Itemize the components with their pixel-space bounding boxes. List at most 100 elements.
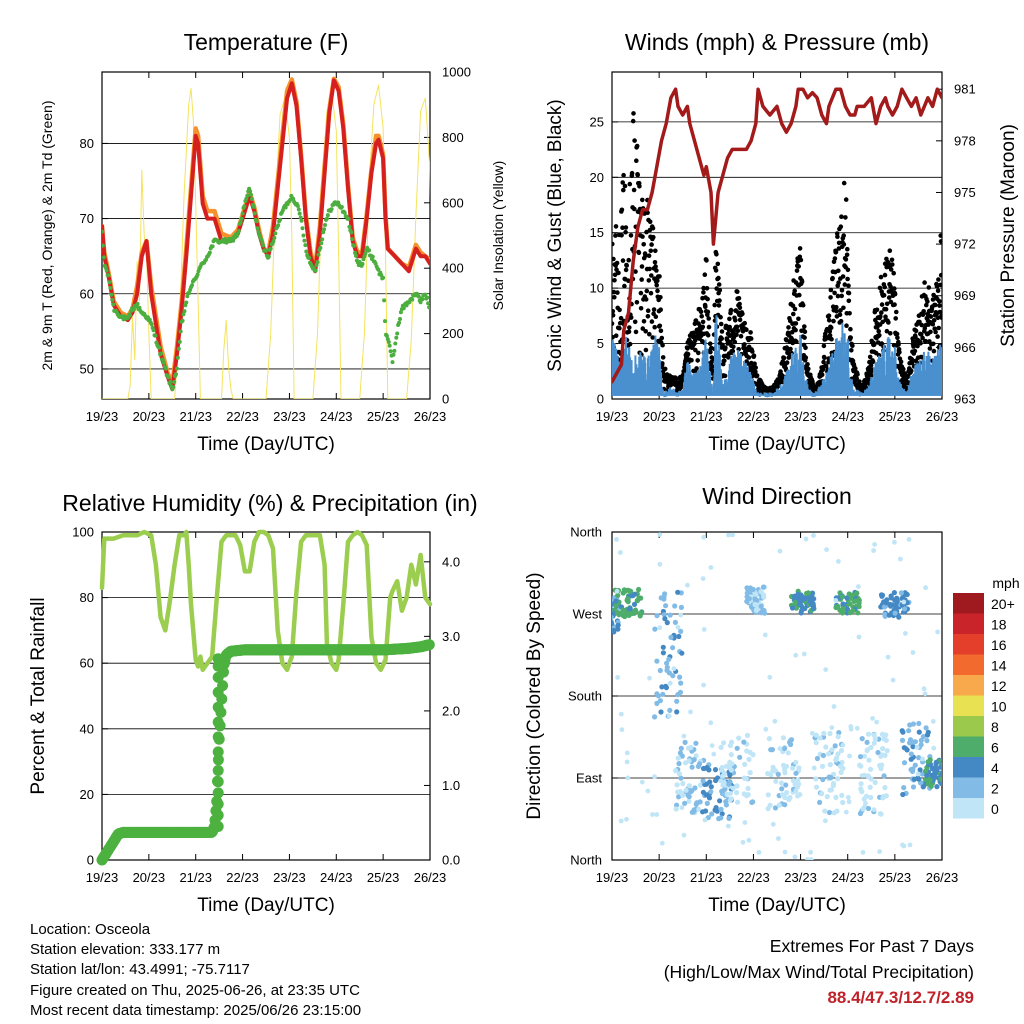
direction-point bbox=[898, 590, 904, 596]
gust-point bbox=[827, 333, 833, 338]
legend-label: 8 bbox=[991, 719, 999, 735]
direction-point bbox=[603, 617, 608, 622]
direction-point bbox=[657, 561, 663, 567]
direction-point bbox=[689, 764, 695, 770]
gust-point bbox=[884, 264, 889, 270]
direction-point bbox=[678, 775, 684, 781]
y2-tick-label: 1.0 bbox=[442, 778, 460, 793]
gust-point bbox=[717, 287, 723, 293]
gust-point bbox=[848, 335, 853, 341]
gust-point bbox=[888, 331, 893, 336]
direction-point bbox=[892, 539, 897, 545]
direction-point bbox=[603, 623, 608, 628]
gust-point bbox=[649, 319, 655, 324]
direction-point bbox=[932, 769, 938, 775]
gust-point bbox=[879, 310, 884, 315]
dewpoint-point bbox=[190, 283, 194, 288]
dewpoint-point bbox=[386, 340, 391, 344]
dewpoint-point bbox=[382, 298, 387, 303]
direction-point bbox=[881, 604, 888, 610]
direction-point bbox=[712, 807, 718, 813]
direction-point bbox=[605, 607, 610, 612]
direction-point bbox=[846, 591, 852, 597]
gust-point bbox=[658, 295, 663, 300]
direction-point bbox=[888, 593, 894, 599]
dewpoint-point bbox=[254, 219, 259, 224]
gust-point bbox=[643, 297, 649, 302]
direction-point bbox=[877, 849, 882, 854]
gust-point bbox=[841, 305, 846, 311]
direction-point bbox=[686, 798, 692, 804]
direction-point bbox=[840, 799, 846, 806]
direction-point bbox=[916, 755, 922, 761]
y2-tick-label: 981 bbox=[954, 82, 976, 97]
gust-point bbox=[937, 309, 942, 315]
extremes-box: Extremes For Past 7 Days (High/Low/Max W… bbox=[664, 933, 974, 1011]
direction-point bbox=[908, 756, 914, 762]
gust-point bbox=[886, 320, 891, 325]
direction-point bbox=[663, 603, 669, 609]
gust-point bbox=[643, 329, 648, 334]
dewpoint-point bbox=[387, 343, 392, 348]
direction-point bbox=[704, 800, 710, 807]
direction-point bbox=[838, 747, 845, 754]
direction-point bbox=[793, 770, 799, 776]
gust-point bbox=[846, 298, 852, 304]
direction-point bbox=[616, 612, 622, 618]
direction-point bbox=[746, 756, 752, 763]
direction-point bbox=[696, 806, 701, 812]
direction-point bbox=[603, 596, 608, 601]
direction-point bbox=[697, 761, 703, 767]
precip-point bbox=[212, 754, 224, 766]
direction-point bbox=[827, 730, 833, 737]
direction-point bbox=[848, 726, 854, 732]
recent-text: Most recent data timestamp: 2025/06/26 2… bbox=[30, 1001, 362, 1019]
dewpoint-point bbox=[131, 307, 136, 312]
gust-point bbox=[837, 312, 843, 318]
direction-point bbox=[652, 714, 658, 720]
gust-point bbox=[612, 321, 615, 326]
direction-point bbox=[820, 776, 826, 783]
gust-point bbox=[828, 295, 833, 300]
gust-point bbox=[694, 366, 699, 371]
gust-point bbox=[660, 361, 665, 366]
dewpoint-point bbox=[384, 333, 389, 338]
gust-point bbox=[746, 355, 752, 360]
direction-point bbox=[654, 658, 660, 664]
gust-point bbox=[633, 269, 638, 274]
gust-point bbox=[627, 341, 633, 347]
direction-point bbox=[908, 751, 914, 757]
direction-point bbox=[674, 782, 680, 788]
gust-point bbox=[930, 321, 936, 327]
y-tick-label: 15 bbox=[590, 225, 604, 240]
direction-point bbox=[770, 821, 776, 827]
x-axis-title: Time (Day/UTC) bbox=[708, 895, 846, 916]
direction-point bbox=[835, 751, 841, 757]
gust-point bbox=[719, 329, 725, 334]
direction-point bbox=[603, 618, 608, 623]
chart-title: Winds (mph) & Pressure (mb) bbox=[625, 29, 929, 55]
direction-point bbox=[604, 599, 609, 604]
gust-point bbox=[645, 308, 651, 314]
dewpoint-point bbox=[252, 211, 257, 216]
x-tick-label: 24/23 bbox=[831, 409, 864, 424]
gust-point bbox=[653, 248, 658, 254]
dewpoint-point bbox=[390, 360, 395, 365]
direction-point bbox=[753, 607, 760, 614]
direction-point bbox=[910, 721, 917, 727]
direction-point bbox=[813, 740, 819, 746]
direction-point bbox=[681, 733, 687, 739]
direction-point bbox=[743, 776, 749, 782]
direction-point bbox=[615, 626, 621, 632]
direction-point bbox=[833, 757, 839, 763]
dewpoint-point bbox=[301, 233, 306, 238]
gust-point bbox=[705, 333, 711, 338]
direction-point bbox=[660, 691, 666, 697]
direction-point bbox=[675, 692, 681, 698]
y2-tick-label: 200 bbox=[442, 326, 464, 341]
direction-point bbox=[923, 725, 929, 731]
dewpoint-point bbox=[299, 218, 304, 223]
direction-point bbox=[650, 812, 655, 817]
direction-point bbox=[824, 794, 830, 800]
direction-point bbox=[766, 736, 773, 742]
